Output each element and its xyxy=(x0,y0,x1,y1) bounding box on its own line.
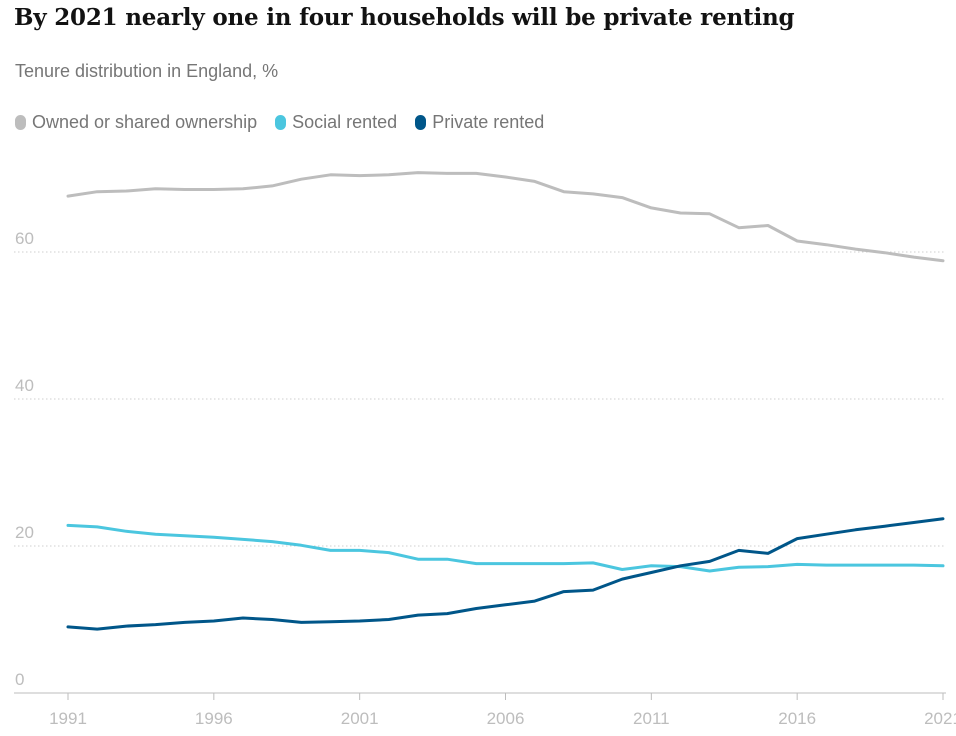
legend-item-owned: Owned or shared ownership xyxy=(15,112,257,133)
x-tick-label-2011: 2011 xyxy=(633,709,670,728)
legend-label-owned: Owned or shared ownership xyxy=(32,112,258,132)
y-tick-label-60: 60 xyxy=(15,229,34,248)
x-tick-label-1996: 1996 xyxy=(195,709,233,728)
y-tick-label-20: 20 xyxy=(15,523,34,542)
legend-label-social: Social rented xyxy=(292,112,398,132)
legend: Owned or shared ownership Social rented … xyxy=(15,112,562,133)
axis-layer: 0 20 40 60 1991 1996 2001 2006 2011 2016 2021 xyxy=(15,229,956,728)
x-tick-label-2006: 2006 xyxy=(487,709,525,728)
series-layer xyxy=(66,171,945,631)
x-tick-label-2016: 2016 xyxy=(778,709,816,728)
legend-swatch-social xyxy=(275,115,287,130)
x-tick-label-2021: 2021 xyxy=(924,709,956,728)
series-line-owned-or-shared-ownership xyxy=(66,171,945,263)
grid-layer xyxy=(14,251,946,694)
y-tick-label-0: 0 xyxy=(15,670,24,689)
y-tick-label-40: 40 xyxy=(15,376,34,395)
legend-swatch-private xyxy=(415,115,427,130)
legend-item-private: Private rented xyxy=(415,112,544,133)
legend-item-social: Social rented xyxy=(275,112,397,133)
chart-subtitle: Tenure distribution in England, % xyxy=(15,61,279,81)
legend-label-private: Private rented xyxy=(432,112,545,132)
series-line-private-rented xyxy=(66,517,945,631)
legend-swatch-owned xyxy=(15,115,26,130)
x-tick-label-1991: 1991 xyxy=(49,709,87,728)
series-line-social-rented xyxy=(66,523,945,573)
chart-title: By 2021 nearly one in four households wi… xyxy=(14,4,795,31)
x-tick-label-2001: 2001 xyxy=(341,709,379,728)
